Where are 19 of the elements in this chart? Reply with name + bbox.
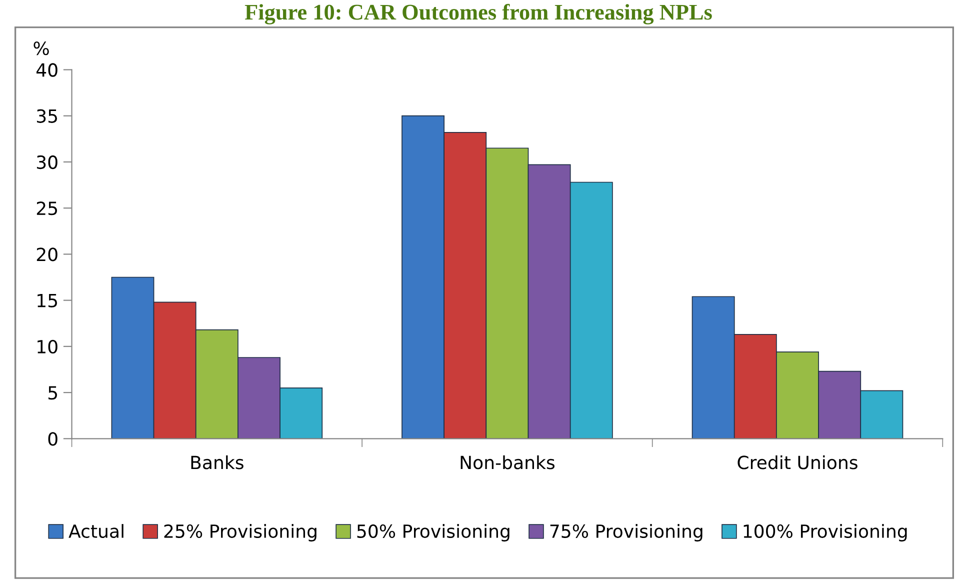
y-tick-label: 0 [48,432,58,446]
y-tick-label: 5 [48,386,58,400]
y-tick-label: 15 [38,294,58,308]
legend-label: 50% Provisioning [357,524,510,542]
x-tick-label: Non-banks [460,455,554,470]
legend-label: 75% Provisioning [550,524,702,542]
y-tick-label: 40 [36,63,58,77]
legend-label: 25% Provisioning [164,524,316,542]
chart-title: Figure 10: CAR Outcomes from Increasing NPLs [244,4,712,24]
y-tick-label: 25 [36,202,58,216]
x-tick-label: Banks [191,455,244,470]
y-tick-label: 10 [38,340,58,354]
x-tick-label: Credit Unions [738,455,858,470]
legend-label: 100% Provisioning [744,524,907,542]
y-tick-label: 20 [36,248,58,262]
y-axis-title: % [34,41,49,56]
legend-label: Actual [68,524,124,538]
y-tick-label: 35 [36,109,58,123]
y-tick-label: 30 [36,155,58,170]
